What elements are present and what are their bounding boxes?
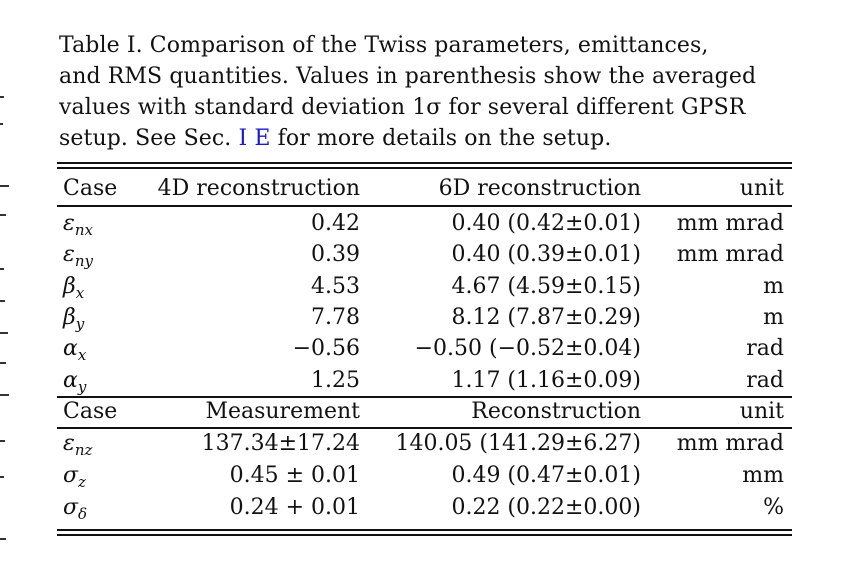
bottom-rule <box>57 529 792 531</box>
value-cell: 137.34±17.24 <box>201 431 360 456</box>
header-cell: Measurement <box>205 399 360 424</box>
bottom-rule <box>57 534 792 536</box>
top-rule <box>57 162 792 164</box>
caption-line-last: setup. See Sec. I E for more details on … <box>59 123 795 154</box>
symbol-letter: σ <box>63 495 79 520</box>
symbol-subscript: x <box>77 346 87 365</box>
table-header-row: Case Measurement Reconstruction unit <box>57 396 792 427</box>
symbol-letter: β <box>63 273 76 299</box>
parameter-symbol: αx <box>63 333 86 371</box>
value-cell: −0.50 (−0.52±0.04) <box>414 336 641 362</box>
caption-line: Table I. Comparison of the Twiss paramet… <box>59 33 709 58</box>
value-cell: 0.49 (0.47±0.01) <box>451 463 641 488</box>
table-row: εnz 137.34±17.24 140.05 (141.29±6.27) mm mr… <box>57 428 792 459</box>
value-cell: 1.17 (1.16±0.09) <box>451 367 641 393</box>
top-rule <box>57 167 792 169</box>
symbol-letter: σ <box>63 463 79 488</box>
symbol-subscript: nx <box>74 221 93 239</box>
table-row: σz 0.45 ± 0.01 0.49 (0.47±0.01) mm <box>57 460 792 491</box>
symbol-subscript: ny <box>74 252 93 271</box>
header-rule <box>57 427 792 429</box>
symbol-subscript: nz <box>74 441 93 459</box>
header-cell: unit <box>739 176 784 201</box>
parameter-symbol: εnx <box>63 208 93 246</box>
unit-cell: mm <box>742 463 784 488</box>
value-cell: 0.42 <box>311 211 360 236</box>
section-reference-link[interactable]: I E <box>238 126 271 151</box>
unit-cell: m <box>763 304 784 330</box>
header-cell: 4D reconstruction <box>157 176 360 201</box>
value-cell: 4.53 <box>311 273 360 299</box>
header-cell: unit <box>739 399 784 424</box>
caption-text: for more details on the setup. <box>270 126 612 151</box>
unit-cell: rad <box>746 367 784 393</box>
unit-cell: mm mrad <box>676 211 784 236</box>
header-cell: 6D reconstruction <box>438 176 641 201</box>
symbol-subscript: x <box>75 283 85 302</box>
value-cell: 0.39 <box>311 242 360 268</box>
symbol-letter: ε <box>63 242 75 268</box>
unit-cell: mm mrad <box>676 431 784 456</box>
value-cell: 0.22 (0.22±0.00) <box>451 495 641 520</box>
value-cell: 1.25 <box>311 367 360 393</box>
symbol-letter: β <box>63 304 76 330</box>
value-cell: −0.56 <box>292 336 360 362</box>
symbol-subscript: z <box>78 473 86 491</box>
caption-line: values with standard deviation 1σ for se… <box>59 95 746 120</box>
unit-cell: % <box>763 495 784 520</box>
symbol-letter: ε <box>63 431 75 456</box>
value-cell: 8.12 (7.87±0.29) <box>451 304 641 330</box>
header-cell: Case <box>63 176 118 201</box>
value-cell: 0.24 + 0.01 <box>229 495 360 520</box>
caption-text: setup. See Sec. <box>59 126 239 151</box>
symbol-subscript: y <box>77 377 87 396</box>
symbol-letter: α <box>63 367 78 393</box>
value-cell: 0.40 (0.39±0.01) <box>451 242 641 268</box>
table-header-row: Case 4D reconstruction 6D reconstruction… <box>57 173 792 204</box>
parameter-symbol: εny <box>63 239 93 277</box>
symbol-subscript: y <box>75 314 85 333</box>
parameter-symbol: εnz <box>63 428 92 466</box>
table-row: σδ 0.24 + 0.01 0.22 (0.22±0.00)% <box>57 492 792 523</box>
header-rule <box>57 205 792 207</box>
parameter-symbol: σδ <box>63 492 87 530</box>
header-cell: Case <box>63 399 118 424</box>
value-cell: 140.05 (141.29±6.27) <box>395 431 641 456</box>
unit-cell: mm mrad <box>676 242 784 268</box>
caption-line: and RMS quantities. Values in parenthesi… <box>59 64 757 89</box>
parameter-symbol: βy <box>63 302 84 340</box>
symbol-letter: α <box>63 336 78 362</box>
table-row: βx 4.53 4.67 (4.59±0.15) m <box>57 271 792 302</box>
table-row: βy 7.78 8.12 (7.87±0.29) m <box>57 302 792 333</box>
symbol-subscript: δ <box>78 505 88 523</box>
table-row: εnx 0.42 0.40 (0.42±0.01) mm mrad <box>57 208 792 239</box>
value-cell: 0.45 ± 0.01 <box>229 463 360 488</box>
value-cell: 0.40 (0.42±0.01) <box>451 211 641 236</box>
parameter-symbol: βx <box>63 271 84 309</box>
symbol-letter: ε <box>63 211 75 236</box>
value-cell: 7.78 <box>311 304 360 330</box>
table-row: εny 0.39 0.40 (0.39±0.01) mm mrad <box>57 239 792 270</box>
page-edge-marks <box>0 0 14 563</box>
table-row: αx −0.56 −0.50 (−0.52±0.04) rad <box>57 333 792 364</box>
section-rule <box>57 396 792 398</box>
header-cell: Reconstruction <box>471 399 641 424</box>
unit-cell: rad <box>746 336 784 362</box>
table-caption: Table I. Comparison of the Twiss paramet… <box>59 30 795 154</box>
unit-cell: m <box>763 273 784 299</box>
parameter-symbol: αy <box>63 365 86 403</box>
value-cell: 4.67 (4.59±0.15) <box>451 273 641 299</box>
table-row: αy 1.25 1.17 (1.16±0.09) rad <box>57 365 792 396</box>
parameter-symbol: σz <box>63 460 86 498</box>
